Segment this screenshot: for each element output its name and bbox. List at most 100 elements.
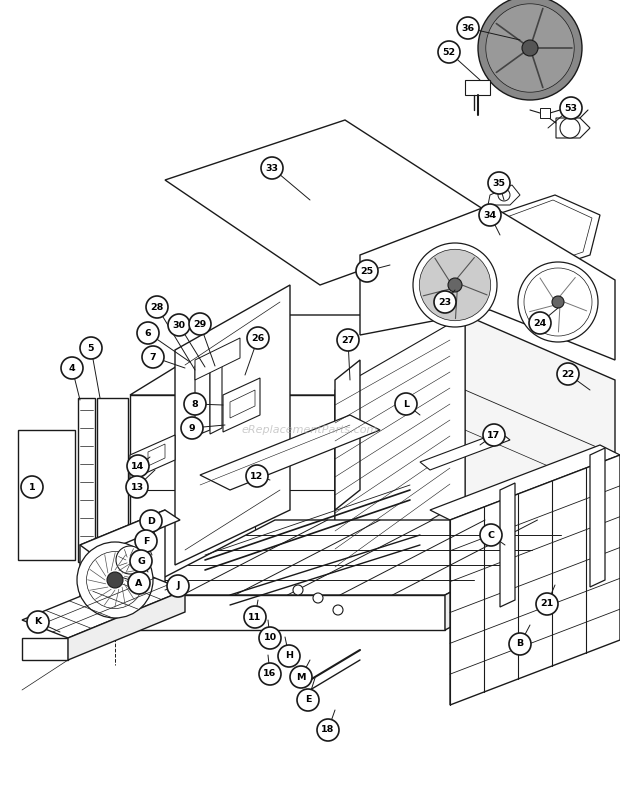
Circle shape: [518, 262, 598, 342]
Circle shape: [135, 530, 157, 552]
Text: eReplacementParts.com: eReplacementParts.com: [242, 425, 378, 435]
Circle shape: [130, 550, 152, 572]
Text: 35: 35: [492, 179, 505, 187]
Text: 7: 7: [149, 353, 156, 361]
Circle shape: [486, 4, 574, 93]
Circle shape: [488, 172, 510, 194]
Polygon shape: [540, 108, 550, 118]
Circle shape: [413, 243, 497, 327]
Polygon shape: [223, 378, 260, 432]
Circle shape: [479, 204, 501, 226]
Circle shape: [313, 593, 323, 603]
Circle shape: [483, 424, 505, 446]
Circle shape: [356, 260, 378, 282]
Text: 53: 53: [564, 104, 577, 112]
Polygon shape: [200, 415, 380, 490]
Text: K: K: [34, 618, 42, 626]
Text: 9: 9: [188, 423, 195, 433]
Circle shape: [448, 278, 462, 292]
Text: D: D: [147, 517, 155, 525]
Text: 4: 4: [69, 364, 75, 373]
Circle shape: [181, 417, 203, 439]
Circle shape: [278, 645, 300, 667]
Circle shape: [480, 524, 502, 546]
Circle shape: [140, 510, 162, 532]
Polygon shape: [470, 195, 600, 280]
Polygon shape: [500, 483, 515, 607]
Circle shape: [529, 312, 551, 334]
Polygon shape: [130, 435, 175, 480]
Text: C: C: [487, 531, 495, 539]
Text: 16: 16: [264, 669, 277, 679]
Text: 36: 36: [461, 24, 474, 32]
Polygon shape: [195, 338, 240, 380]
Circle shape: [395, 393, 417, 415]
Polygon shape: [18, 430, 75, 560]
Polygon shape: [445, 520, 590, 630]
Polygon shape: [130, 595, 445, 630]
Text: L: L: [403, 399, 409, 408]
Circle shape: [557, 363, 579, 385]
Circle shape: [317, 719, 339, 741]
Text: 8: 8: [192, 399, 198, 408]
Polygon shape: [165, 120, 500, 285]
Circle shape: [167, 575, 189, 597]
Circle shape: [478, 0, 582, 100]
Circle shape: [189, 313, 211, 335]
Circle shape: [142, 346, 164, 368]
Polygon shape: [148, 444, 165, 466]
Polygon shape: [210, 356, 222, 434]
Polygon shape: [68, 590, 185, 660]
Circle shape: [259, 663, 281, 685]
Circle shape: [27, 611, 49, 633]
Circle shape: [293, 585, 303, 595]
Text: E: E: [305, 695, 311, 705]
Text: 5: 5: [88, 343, 94, 353]
Polygon shape: [465, 80, 490, 95]
Polygon shape: [130, 395, 335, 600]
Circle shape: [246, 465, 268, 487]
Circle shape: [498, 189, 510, 201]
Polygon shape: [195, 360, 210, 436]
Polygon shape: [97, 398, 128, 562]
Polygon shape: [130, 315, 465, 395]
Circle shape: [560, 97, 582, 119]
Circle shape: [126, 476, 148, 498]
Text: J: J: [176, 581, 180, 591]
Polygon shape: [420, 432, 510, 470]
Circle shape: [457, 17, 479, 39]
Text: 10: 10: [264, 634, 277, 642]
Circle shape: [297, 689, 319, 711]
Circle shape: [21, 476, 43, 498]
Text: 33: 33: [265, 164, 278, 172]
Circle shape: [536, 593, 558, 615]
Circle shape: [438, 41, 460, 63]
Polygon shape: [335, 315, 465, 575]
Circle shape: [247, 327, 269, 349]
Text: 26: 26: [251, 334, 265, 343]
Circle shape: [333, 605, 343, 615]
Circle shape: [552, 296, 564, 308]
Text: 6: 6: [144, 328, 151, 338]
Circle shape: [261, 157, 283, 179]
Text: 21: 21: [541, 600, 554, 608]
Text: F: F: [143, 536, 149, 546]
Text: 24: 24: [533, 319, 547, 327]
Circle shape: [560, 118, 580, 138]
Text: 11: 11: [249, 612, 262, 622]
Polygon shape: [590, 448, 605, 587]
Circle shape: [419, 249, 490, 320]
Circle shape: [146, 296, 168, 318]
Polygon shape: [478, 200, 592, 274]
Text: 12: 12: [250, 471, 264, 480]
Polygon shape: [430, 445, 620, 520]
Polygon shape: [130, 520, 590, 595]
Text: 27: 27: [342, 335, 355, 345]
Polygon shape: [80, 510, 180, 556]
Circle shape: [168, 314, 190, 336]
Polygon shape: [175, 285, 290, 565]
Text: 52: 52: [443, 47, 456, 56]
Circle shape: [434, 291, 456, 313]
Text: 25: 25: [360, 267, 374, 275]
Circle shape: [128, 572, 150, 594]
